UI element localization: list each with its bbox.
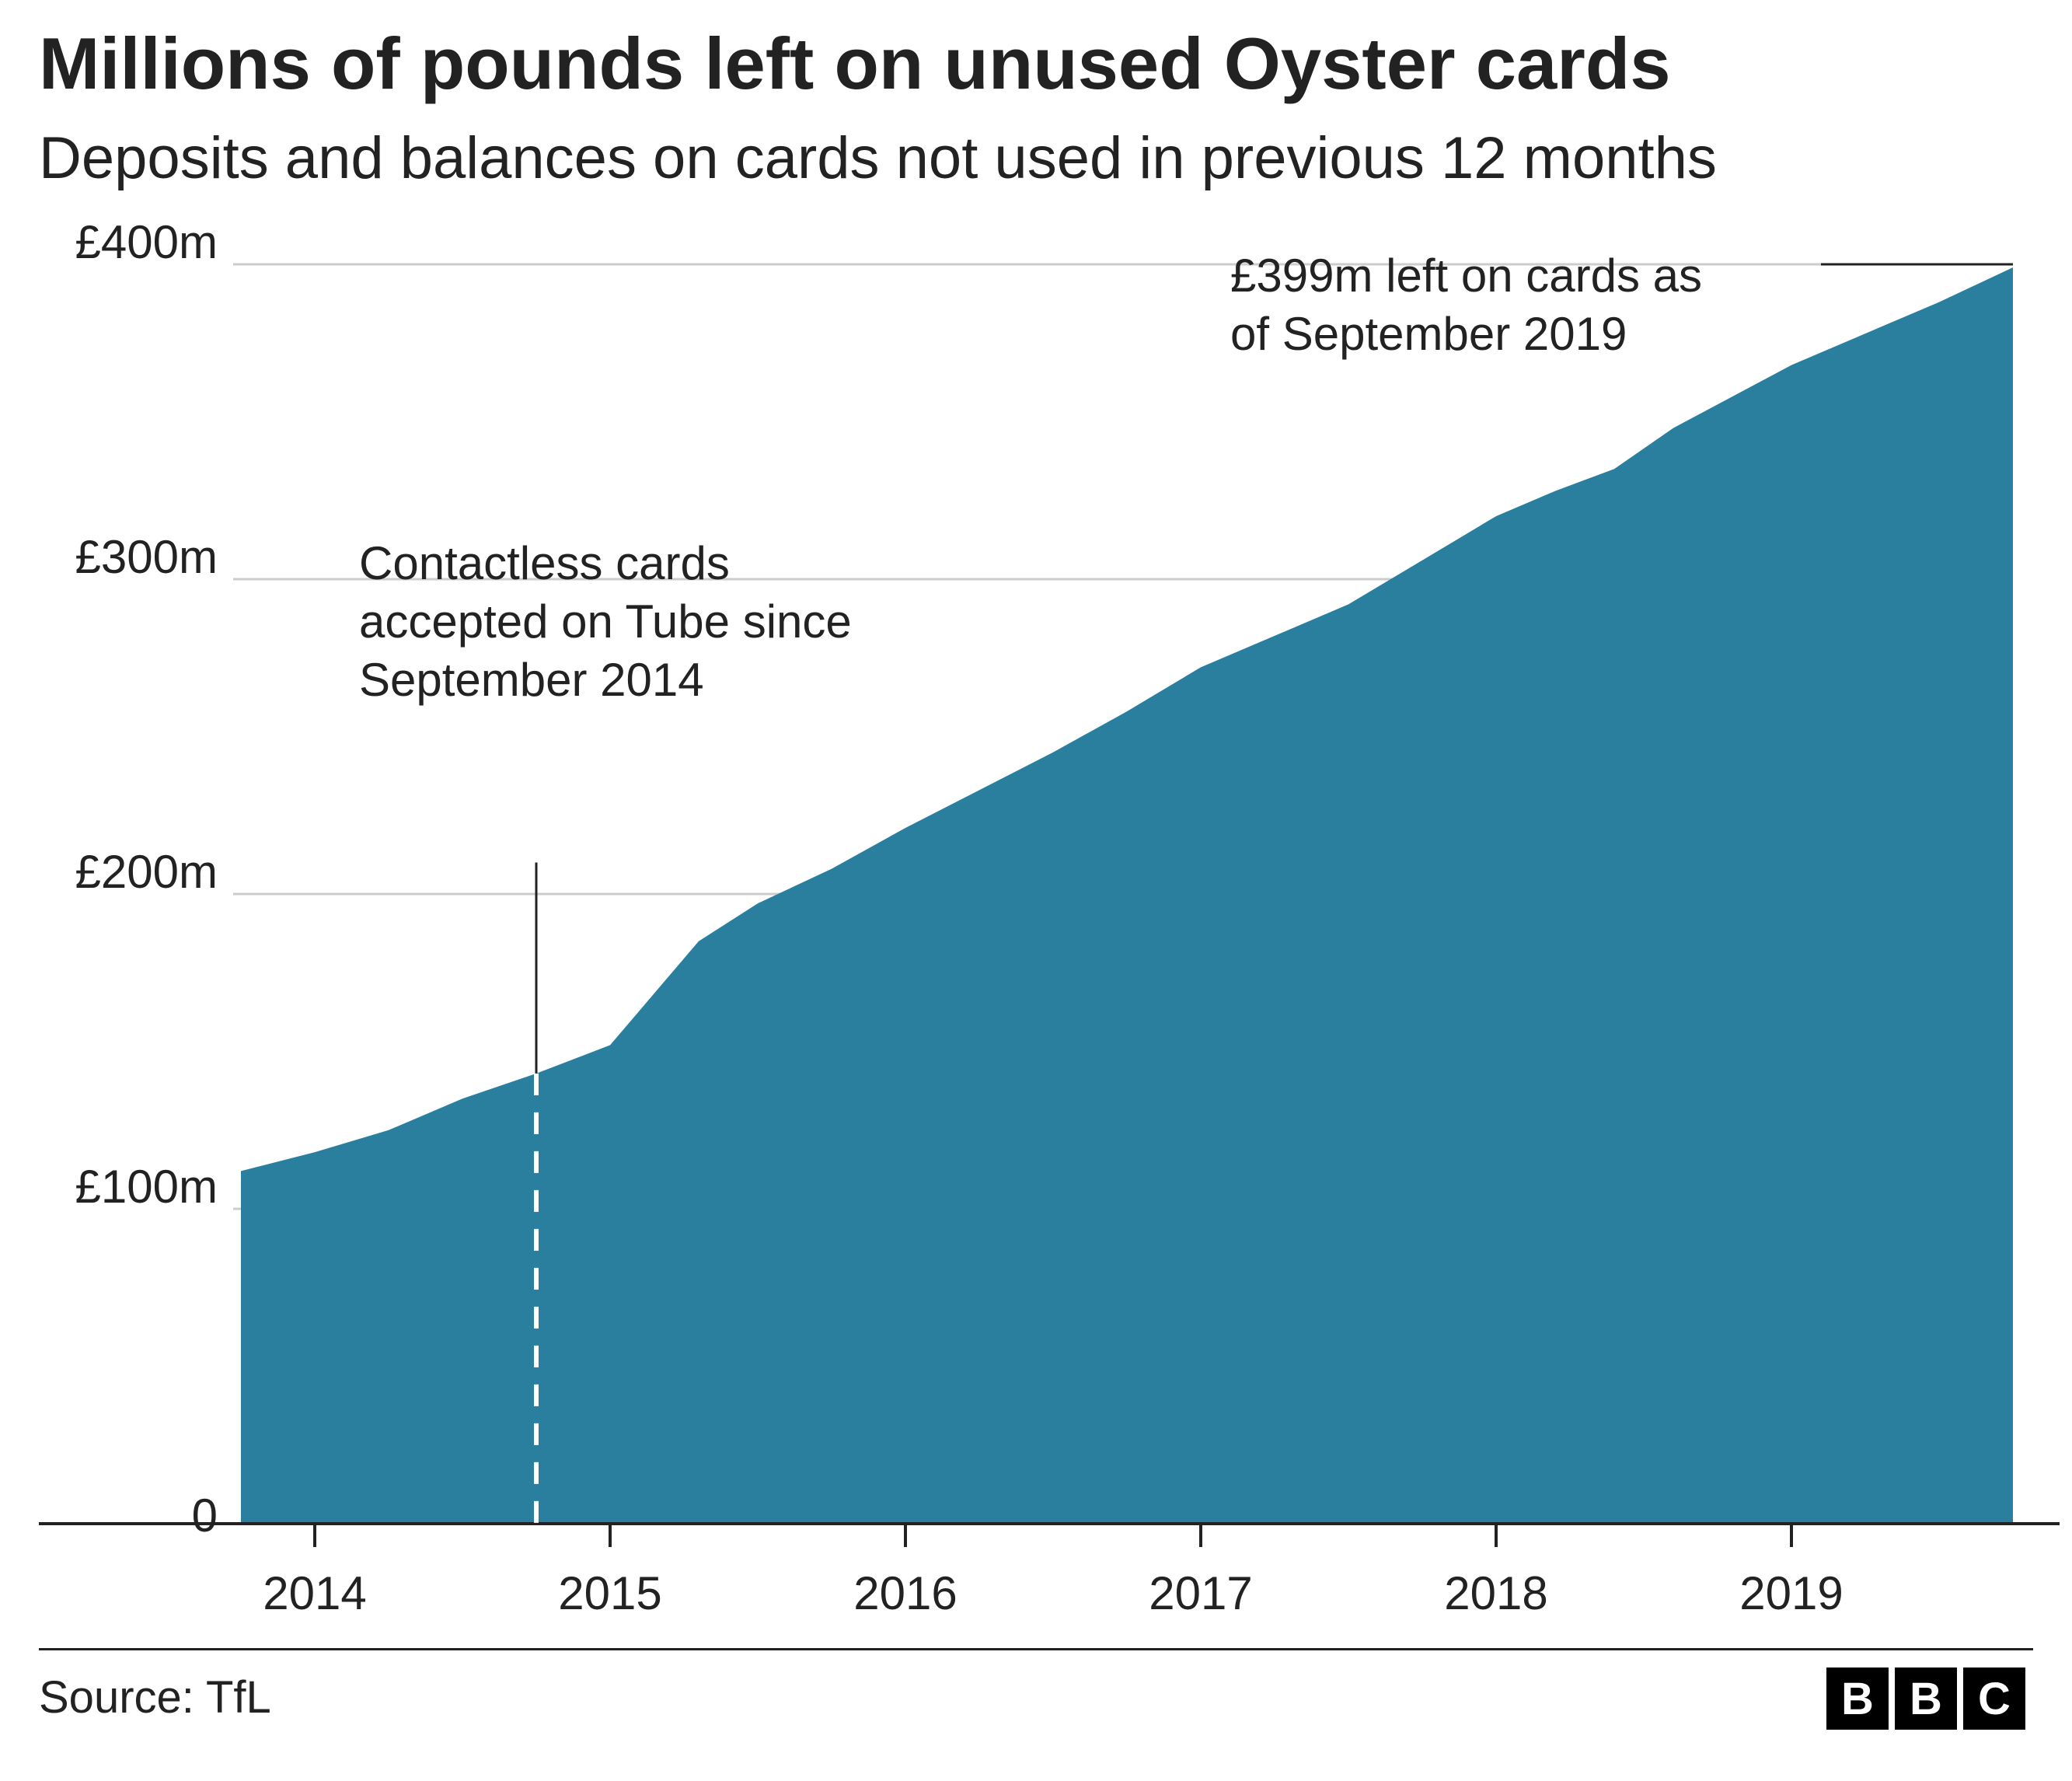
- svg-text:2015: 2015: [558, 1567, 661, 1619]
- svg-text:£399m left on cards as: £399m left on cards as: [1230, 250, 1702, 302]
- svg-text:0: 0: [192, 1489, 218, 1542]
- svg-text:£100m: £100m: [75, 1161, 218, 1213]
- bbc-logo-letter: C: [1963, 1668, 2025, 1730]
- svg-text:2017: 2017: [1149, 1567, 1252, 1619]
- svg-text:2019: 2019: [1739, 1567, 1843, 1619]
- svg-text:2014: 2014: [263, 1567, 366, 1619]
- svg-text:£400m: £400m: [75, 216, 218, 268]
- area-chart-plot: 0 £100m £200m £300m £400m 2014 2015 2016 2017 201…: [0, 0, 2072, 1781]
- svg-text:£200m: £200m: [75, 846, 218, 898]
- source-label: Source: TfL: [39, 1671, 271, 1723]
- svg-text:2018: 2018: [1444, 1567, 1547, 1619]
- svg-text:2016: 2016: [853, 1567, 957, 1619]
- footer-divider: [39, 1648, 2033, 1650]
- svg-text:of September 2019: of September 2019: [1230, 308, 1627, 360]
- svg-text:Contactless cards: Contactless cards: [359, 537, 730, 589]
- svg-text:accepted on Tube since: accepted on Tube since: [359, 595, 852, 648]
- bbc-logo-letter: B: [1895, 1668, 1957, 1730]
- svg-text:£300m: £300m: [75, 531, 218, 583]
- svg-text:September 2014: September 2014: [359, 654, 704, 706]
- chart-container: Millions of pounds left on unused Oyster…: [0, 0, 2072, 1781]
- bbc-logo-letter: B: [1826, 1668, 1889, 1730]
- bbc-logo: B B C: [1826, 1668, 2025, 1730]
